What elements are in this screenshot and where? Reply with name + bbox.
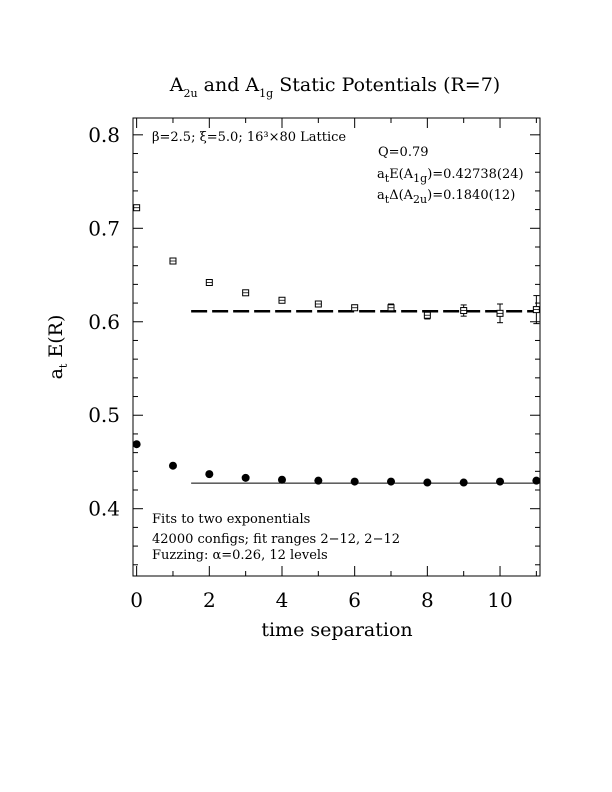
configs-annotation: 42000 configs; fit ranges 2−12, 2−12: [152, 532, 400, 547]
data-point-a1g: [132, 440, 141, 449]
y-tick-label: 0.5: [88, 403, 120, 427]
x-tick-label: 8: [421, 588, 434, 612]
axis-ticks: [133, 118, 540, 576]
x-tick-label: 4: [276, 588, 289, 612]
data-point-a1g: [423, 478, 432, 487]
x-tick-label: 0: [130, 588, 143, 612]
fuzzing-annotation: Fuzzing: α=0.26, 12 levels: [152, 548, 328, 563]
data-point-a1g: [241, 473, 250, 482]
energy-annotation: atE(A1g)=0.42738(24): [377, 167, 524, 185]
data-point-a1g: [532, 476, 541, 485]
y-tick-label: 0.4: [88, 497, 120, 521]
data-point-a1g: [314, 476, 323, 485]
fits-annotation: Fits to two exponentials: [152, 512, 310, 527]
plot-frame: [132, 117, 541, 577]
data-point-a1g: [387, 477, 396, 486]
y-tick-label: 0.7: [88, 216, 120, 240]
data-point-a1g: [205, 470, 214, 479]
x-axis-label: time separation: [261, 619, 412, 641]
data-point-a1g: [459, 478, 468, 487]
y-tick-label: 0.6: [88, 310, 120, 334]
x-tick-label: 6: [348, 588, 361, 612]
gap-annotation: atΔ(A2u)=0.1840(12): [377, 188, 515, 206]
tick-labels: 0 2 4 6 8 10 0.4 0.5 0.6 0.7 0.8: [88, 123, 513, 612]
y-tick-label: 0.8: [88, 123, 120, 147]
lattice-annotation: β=2.5; ξ=5.0; 16³×80 Lattice: [152, 130, 346, 145]
x-tick-label: 10: [487, 588, 512, 612]
chart-title: A2u and A1g Static Potentials (R=7): [169, 74, 500, 100]
y-axis-label: at E(R): [45, 315, 70, 380]
data-point-a1g: [350, 477, 359, 486]
data-point-a1g: [277, 475, 286, 484]
data-points: [132, 204, 541, 487]
data-point-a1g: [496, 477, 505, 486]
fit-lines: [191, 309, 540, 484]
x-tick-label: 2: [203, 588, 216, 612]
data-point-a1g: [168, 461, 177, 470]
q-annotation: Q=0.79: [378, 145, 429, 160]
